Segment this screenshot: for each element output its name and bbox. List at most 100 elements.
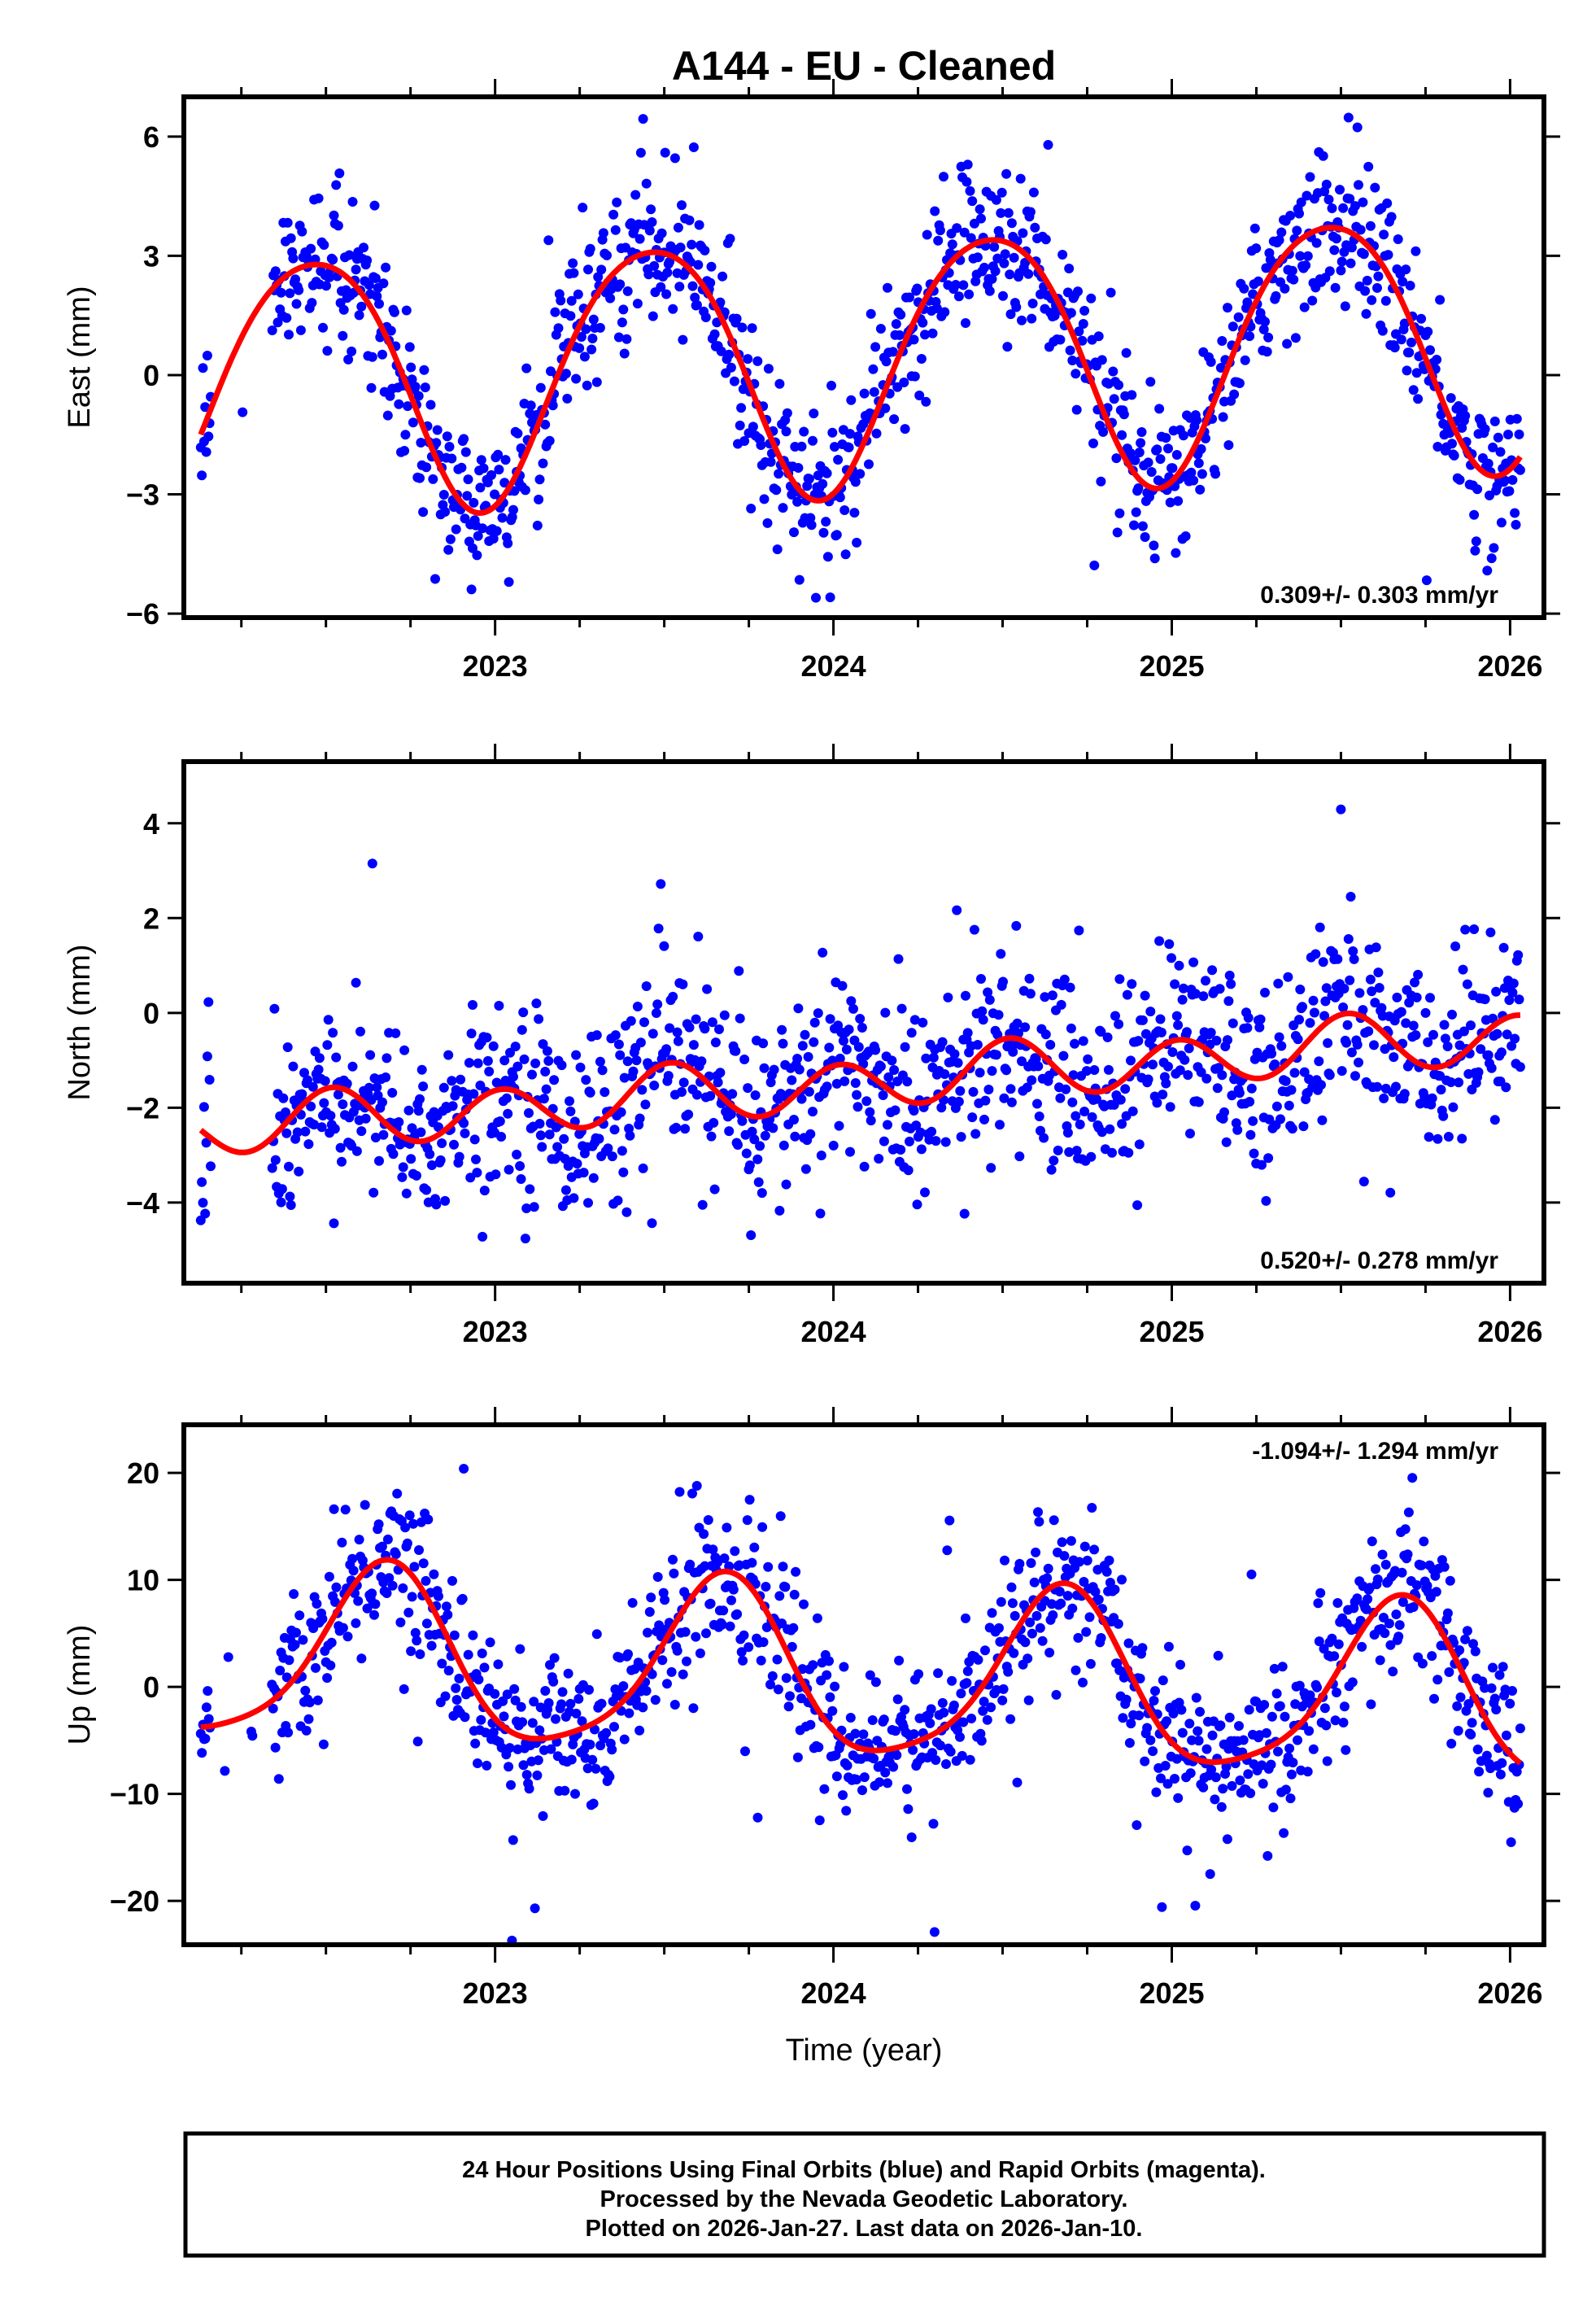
data-point [763,1561,774,1572]
data-point [1150,1686,1160,1697]
data-point [637,1085,648,1095]
data-point [276,287,286,298]
data-point [479,1662,490,1673]
data-point [736,1647,747,1657]
data-point [510,1695,521,1705]
data-point [1496,518,1507,528]
data-point [1262,1850,1273,1861]
data-point [958,280,969,290]
data-point [1001,168,1012,179]
data-point [1184,1043,1194,1054]
data-point [729,376,739,387]
data-point [1453,1726,1463,1736]
data-point [1097,355,1107,365]
data-point [1494,1670,1505,1680]
data-point [1419,1536,1429,1547]
data-point [1401,264,1411,275]
data-point [1488,1013,1498,1024]
data-point [744,1160,755,1171]
data-point [931,1755,941,1765]
data-point [1126,1719,1136,1729]
data-point [1096,476,1106,487]
data-point [504,577,514,587]
data-point [198,1198,208,1208]
data-point [431,1199,442,1210]
data-point [1137,521,1148,531]
data-point [1282,338,1293,349]
data-point [531,998,542,1009]
data-point [668,1554,678,1565]
data-point [1201,976,1210,986]
data-point [1033,1061,1044,1072]
data-point [793,463,804,473]
data-point [1061,1084,1071,1094]
data-point [1394,1620,1405,1631]
data-point [1167,1047,1178,1057]
data-point [714,1024,724,1034]
data-point [1074,925,1084,936]
data-point [867,1715,878,1725]
data-point [1474,1767,1485,1777]
data-point [578,1168,589,1178]
data-point [918,1017,928,1028]
data-point [896,1003,907,1014]
data-point [926,1704,936,1714]
data-point [752,1812,763,1823]
data-point [1105,1578,1115,1588]
data-point [1188,475,1199,486]
data-point [849,508,860,518]
data-point [1034,1112,1044,1121]
data-point [827,1705,838,1716]
data-point [1264,1114,1275,1125]
data-point [534,1725,545,1736]
data-point [1163,1641,1174,1652]
data-point [276,1197,286,1208]
data-point [945,1746,956,1757]
data-point [1285,1793,1296,1804]
data-point [619,1072,630,1083]
x-tick-label: 2025 [1139,1976,1204,2010]
data-point [1497,1758,1507,1768]
data-point [323,1015,334,1025]
data-point [542,1046,552,1056]
data-point [1065,345,1075,356]
data-point [792,496,803,507]
data-point [809,1017,820,1028]
data-point [1112,527,1123,538]
data-point [1191,1692,1201,1703]
data-point [730,1046,741,1056]
data-point [415,473,425,483]
data-point [1123,1638,1134,1649]
data-point [543,1055,554,1066]
data-point [347,346,357,356]
data-point [634,1725,645,1736]
data-point [1243,1012,1254,1023]
data-point [441,1601,451,1612]
data-point [1149,540,1159,551]
data-point [198,1102,209,1112]
data-point [382,1534,393,1544]
data-point [534,1119,545,1129]
data-point [1371,1564,1380,1574]
y-tick-label: 3 [143,239,159,273]
data-point [989,242,1000,252]
data-point [850,477,861,487]
data-point [677,200,687,211]
data-point [1511,519,1521,530]
data-point [386,325,396,336]
data-point [1383,250,1393,260]
data-point [690,292,700,303]
data-point [1329,1651,1340,1662]
data-point [1379,1093,1389,1103]
data-point [850,1078,861,1088]
data-point [1057,1537,1067,1548]
data-point [743,1642,754,1653]
data-point [1145,377,1156,387]
data-point [356,301,367,312]
data-point [1491,1705,1502,1714]
data-point [684,215,695,225]
data-point [1173,496,1184,506]
data-point [996,207,1006,218]
data-point [419,365,430,375]
